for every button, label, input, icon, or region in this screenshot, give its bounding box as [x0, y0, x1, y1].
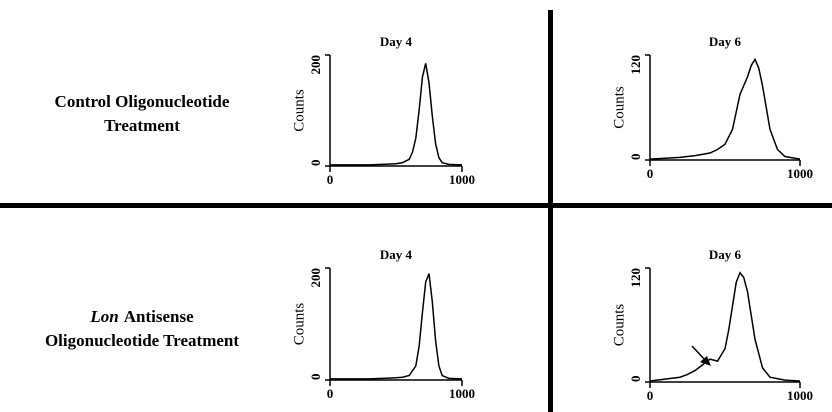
histogram-line — [649, 57, 801, 160]
x-tick-label: 1000 — [449, 386, 475, 401]
histogram-line — [330, 273, 463, 380]
annotation-arrow — [691, 345, 711, 366]
row-label-line: Treatment — [104, 116, 180, 135]
chart-title: Day 6 — [709, 247, 742, 262]
histogram-line — [649, 271, 801, 382]
chart-title: Day 4 — [380, 34, 413, 49]
chart-title: Day 6 — [709, 34, 742, 49]
y-tick-label: 0 — [628, 154, 643, 161]
horizontal-divider — [0, 203, 832, 208]
chart-title: Day 4 — [380, 247, 413, 262]
y-tick-label: 0 — [308, 160, 323, 167]
y-tick-label: 120 — [628, 55, 643, 75]
x-tick-label: 1000 — [787, 166, 813, 181]
y-axis-label: Counts — [611, 304, 627, 347]
x-tick-label: 1000 — [787, 388, 813, 403]
y-tick-label: 0 — [628, 376, 643, 383]
x-tick-label: 0 — [647, 166, 654, 181]
row-label-text: Antisense — [124, 307, 194, 326]
y-axis-label: Counts — [291, 303, 307, 346]
y-tick-label: 200 — [308, 268, 323, 288]
x-tick-label: 0 — [647, 388, 654, 403]
x-tick-label: 0 — [327, 172, 334, 187]
y-tick-label: 0 — [308, 374, 323, 381]
row-label-line: Control Oligonucleotide — [55, 92, 230, 111]
x-tick-label: 0 — [327, 386, 334, 401]
y-axis-label: Counts — [291, 89, 307, 132]
row-label-line: Lon Antisense — [89, 307, 194, 326]
row-labels: Control Oligonucleotide Treatment Lon Antis… — [45, 92, 239, 350]
y-tick-label: 120 — [628, 268, 643, 288]
vertical-divider — [548, 10, 553, 412]
row-label-text: Lon — [89, 307, 118, 326]
histogram-line — [330, 63, 463, 166]
y-tick-label: 200 — [308, 55, 323, 75]
row-label-text: Treatment — [104, 116, 180, 135]
row-label-text: Control Oligonucleotide — [55, 92, 230, 111]
x-tick-label: 1000 — [449, 172, 475, 187]
arrow-shaft — [691, 345, 707, 362]
arrow-head — [700, 356, 711, 366]
row-label-line: Oligonucleotide Treatment — [45, 331, 239, 350]
y-axis-label: Counts — [611, 86, 627, 129]
row-label-text: Oligonucleotide Treatment — [45, 331, 239, 350]
